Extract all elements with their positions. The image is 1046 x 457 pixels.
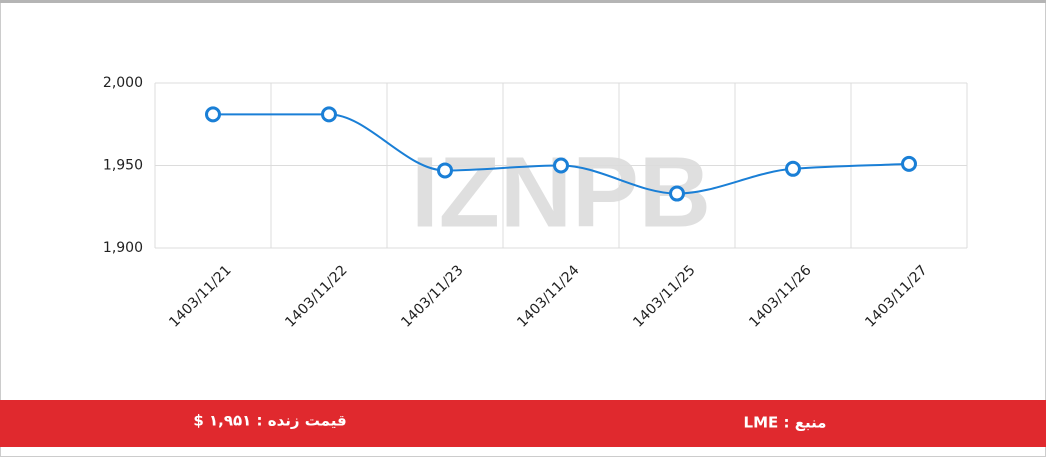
y-tick-label: 2,000 [103, 75, 143, 91]
footer-source: منبع : LME [744, 414, 827, 432]
point [205, 106, 221, 123]
point [901, 155, 917, 172]
footer-bar [0, 400, 1046, 447]
point [553, 157, 569, 174]
point [437, 162, 453, 179]
y-tick-label: 1,950 [103, 158, 143, 174]
point [785, 160, 801, 177]
point [321, 106, 337, 123]
footer-price: قیمت زنده : ۱,۹۵۱ $ [193, 412, 346, 430]
top-border [0, 0, 1046, 3]
y-tick-label: 1,900 [103, 240, 143, 256]
point [669, 185, 685, 202]
